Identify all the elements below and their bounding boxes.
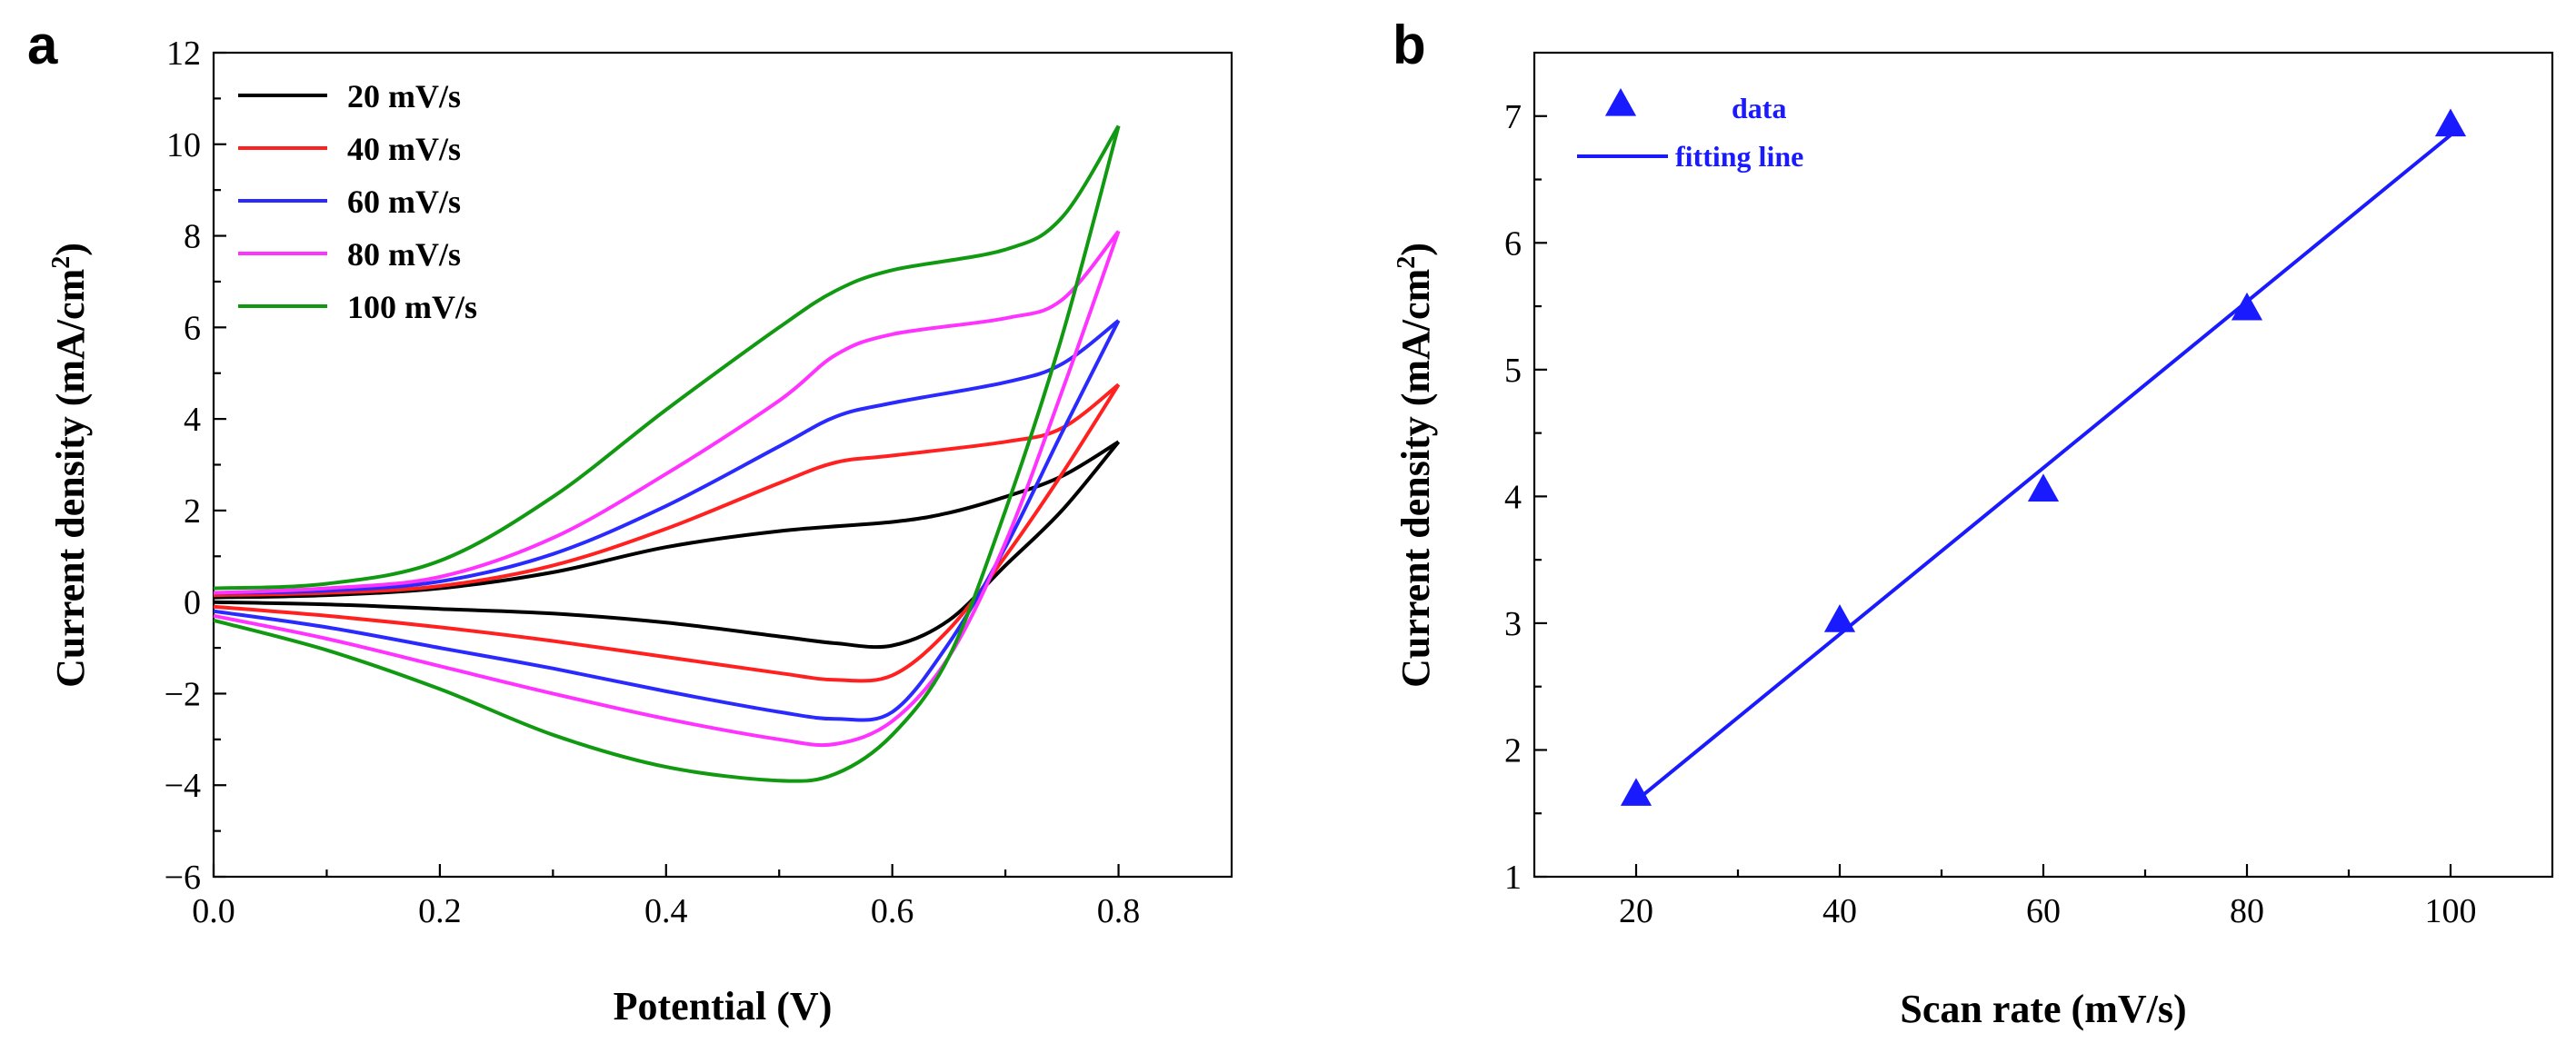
- panel-b-chart: b 20 40 60 80 100 1 2 3 4 5 6 7 data fitting line Sc…: [1393, 15, 2554, 1031]
- legend-fit-label: fitting line: [1675, 140, 1803, 173]
- x-tick-label: 0.8: [1097, 892, 1141, 930]
- y-tick-label: 3: [1504, 605, 1522, 643]
- cv-curve-upper: [213, 124, 1121, 591]
- y-tick-label: −4: [165, 767, 201, 805]
- legend-label: 20 mV/s: [347, 78, 461, 114]
- cv-curve-lower: [213, 319, 1121, 722]
- cv-curve-lower: [213, 441, 1121, 650]
- data-point: [2027, 473, 2060, 502]
- panel-a-y-axis-title: Current density (mA/cm2): [47, 243, 93, 688]
- x-tick-label: 100: [2425, 892, 2477, 930]
- legend-label: 100 mV/s: [347, 289, 477, 325]
- y-tick-label: 7: [1504, 98, 1522, 136]
- x-tick-label: 60: [2026, 892, 2061, 930]
- y-tick-label: 1: [1504, 859, 1522, 897]
- y-tick-label: 5: [1504, 352, 1522, 390]
- y-tick-label: 0: [184, 584, 201, 622]
- legend-label: 40 mV/s: [347, 131, 461, 167]
- panel-b-x-axis-title: Scan rate (mV/s): [1900, 987, 2186, 1031]
- panel-a-ticks: 0.0 0.2 0.4 0.6 0.8 −6 −4 −2 0 2 4 6 8 10 12: [165, 35, 1141, 930]
- panel-b-label: b: [1393, 15, 1426, 75]
- data-point: [2434, 108, 2467, 137]
- legend-data-label: data: [1732, 92, 1786, 124]
- cv-curve-upper: [213, 382, 1120, 598]
- panel-b-y-axis-title: Current density (mA/cm2): [1393, 243, 1438, 688]
- panel-a-legend: 20 mV/s 40 mV/s 60 mV/s 80 mV/s 100 mV/s: [238, 78, 477, 325]
- panel-a-chart: a 0.0 0.2 0.4 0.6 0.8 −6 −4 −2 0 2 4 6 8 10 12 20 mV/s…: [27, 15, 1233, 1028]
- x-tick-label: 0.0: [192, 892, 235, 930]
- x-tick-label: 40: [1822, 892, 1857, 930]
- y-tick-label: 6: [184, 309, 201, 347]
- y-tick-label: 2: [184, 492, 201, 531]
- cv-curve-lower: [213, 383, 1121, 683]
- x-tick-label: 0.6: [871, 892, 914, 930]
- y-tick-label: 4: [1504, 478, 1522, 516]
- x-tick-label: 20: [1619, 892, 1653, 930]
- legend-marker: [1604, 88, 1637, 116]
- y-tick-label: 12: [166, 35, 201, 73]
- panel-a-label: a: [27, 15, 58, 75]
- cv-curve-upper: [213, 230, 1121, 595]
- y-tick-label: −2: [165, 675, 201, 713]
- cv-curve-upper: [213, 440, 1120, 600]
- x-tick-label: 0.2: [418, 892, 462, 930]
- fitting-line: [1634, 134, 2452, 802]
- panel-a-x-axis-title: Potential (V): [614, 984, 833, 1028]
- panel-b-series: [1620, 108, 2467, 806]
- y-tick-label: 10: [166, 126, 201, 164]
- y-tick-label: 8: [184, 218, 201, 256]
- legend-label: 60 mV/s: [347, 184, 461, 220]
- y-tick-label: 2: [1504, 731, 1522, 770]
- x-tick-label: 80: [2230, 892, 2264, 930]
- x-tick-label: 0.4: [644, 892, 688, 930]
- panel-b-legend: data fitting line: [1577, 88, 1803, 173]
- data-point: [1620, 778, 1652, 806]
- cv-curve-upper: [213, 319, 1120, 595]
- y-tick-label: −6: [165, 859, 201, 897]
- y-tick-label: 4: [184, 401, 201, 439]
- data-point: [2231, 292, 2263, 321]
- cv-curve-lower: [213, 230, 1121, 748]
- y-tick-label: 6: [1504, 224, 1522, 263]
- data-point: [1823, 604, 1856, 632]
- legend-label: 80 mV/s: [347, 236, 461, 273]
- cv-curve-lower: [213, 125, 1121, 783]
- panel-a-series: [213, 124, 1121, 783]
- panel-b-ticks: 20 40 60 80 100 1 2 3 4 5 6 7: [1504, 98, 2477, 930]
